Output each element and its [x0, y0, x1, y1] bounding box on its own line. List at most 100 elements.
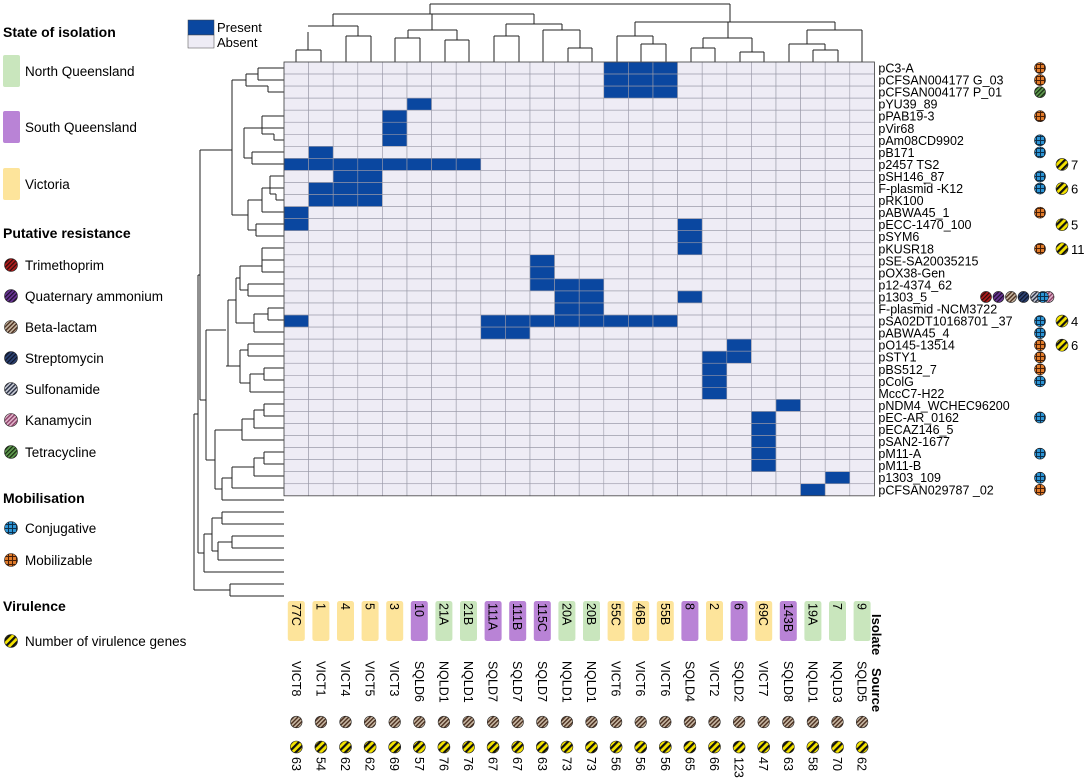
heatmap-cell-pecc-1470-100-20b [578, 218, 605, 231]
heatmap-cell-psym6-111b [505, 230, 531, 244]
isolate-state-swatch [509, 601, 527, 641]
heatmap-cell-pecaz146-5-19a [800, 423, 826, 436]
heatmap-cell-psa02dt10168701-37-10 [406, 314, 432, 328]
heatmap-cell-pyu39-89-77c [283, 97, 309, 111]
heatmap-cell-psh146-87-8 [677, 170, 703, 183]
heatmap-cell-psh146-87-143b [775, 170, 801, 183]
heatmap-cell-pkusr18-111a [480, 242, 506, 256]
heatmap-cell-ppab19-3-55b [652, 109, 678, 123]
heatmap-cell-psa02dt10168701-37-20a [554, 314, 580, 328]
heatmap-cell-pcolg-69c [751, 374, 777, 388]
heatmap-cell-pecaz146-5-111a [480, 423, 506, 436]
heatmap-cell-pvir68-4 [332, 121, 359, 135]
heatmap-cell-psa02dt10168701-37-9 [849, 314, 875, 328]
heatmap-cell-pecaz146-5-143b [775, 423, 801, 436]
virulence-count: 69 [387, 757, 401, 771]
heatmap-cell-pabwa45-1-4 [332, 206, 359, 219]
legend-label-number-of-virulence-genes: Number of virulence genes [25, 634, 187, 649]
heatmap-cell-mccc7-h22-8 [677, 387, 703, 400]
isolate-column-55b: 55B VICT6 56 [656, 601, 674, 771]
virulence-icon [363, 740, 377, 754]
heatmap-cell-po145-13514-3 [382, 338, 408, 352]
heatmap-cell-psan2-1677-19a [800, 435, 826, 448]
heatmap-cell-pcfsan004177-g-03-8 [677, 73, 703, 87]
heatmap-cell-pse-sa20035215-55c [603, 254, 629, 268]
heatmap-cell-p12-4374-62-6 [726, 278, 752, 292]
heatmap-cell-psym6-9 [849, 230, 875, 244]
heatmap-cell-pecc-1470-100-143b [775, 218, 801, 231]
heatmap-cell-po145-13514-5 [357, 338, 383, 352]
heatmap-cell-pam08cd9902-4 [332, 134, 359, 147]
isolate-state-swatch [435, 601, 453, 641]
source-label: VICT4 [338, 661, 352, 696]
heatmap-cell-pcolg-46b [628, 374, 654, 388]
heatmap-cell-pbs512-7-5 [357, 362, 383, 376]
heatmap-cell-pbs512-7-20a [554, 362, 580, 376]
plasmid-label-pm11-b: pM11-B [878, 459, 921, 473]
heatmap-cell-psan2-1677-21b [455, 435, 482, 448]
conjugative-icon [1034, 375, 1046, 388]
heatmap-cell-psan2-1677-20a [554, 435, 580, 448]
heatmap-cell-psym6-5 [357, 230, 383, 244]
plasmid-label-p1303-109: p1303_109 [878, 471, 941, 485]
heatmap-cell-prk100-7 [824, 194, 851, 207]
heatmap-cell-ppab19-3-19a [800, 109, 826, 123]
virulence-icon [462, 740, 475, 754]
heatmap-cell-psym6-7 [824, 230, 851, 244]
heatmap-cell-pecc-1470-100-9 [849, 218, 875, 231]
heatmap-cell-pm11-b-19a [800, 459, 826, 472]
heatmap-cell-pecaz146-5-4 [332, 423, 359, 436]
heatmap-cell-pcfsan004177-p-01-10 [406, 85, 432, 99]
virulence-icon [1055, 218, 1069, 231]
heatmap-cell-pox38-gen-7 [824, 266, 851, 280]
heatmap-cell-f-plasmid-k12-115c [529, 182, 555, 195]
heatmap-cell-psty1-55c [603, 350, 629, 364]
heatmap-cell-pox38-gen-21a [431, 266, 457, 280]
source-label: SQLD2 [732, 661, 746, 702]
heatmap-cell-pbs512-7-2 [701, 362, 728, 376]
heatmap-cell-psh146-87-6 [726, 170, 752, 183]
heatmap-cell-p1303-5-111a [480, 290, 506, 304]
heatmap-cell-psan2-1677-21a [431, 435, 457, 448]
heatmap-cell-pse-sa20035215-3 [382, 254, 408, 268]
heatmap-cell-psan2-1677-5 [357, 435, 383, 448]
virulence-icon [412, 740, 426, 754]
heatmap-cell-pm11-b-69c [751, 459, 777, 472]
source-label: VICT6 [633, 661, 647, 696]
source-label: NQLD1 [461, 661, 475, 703]
quaternary-ammonium-icon [4, 289, 18, 303]
heatmap-cell-psan2-1677-3 [382, 435, 408, 448]
heatmap-cell-pm11-a-69c [751, 447, 777, 460]
heatmap-cell-pkusr18-143b [775, 242, 801, 256]
beta-lactam-icon [388, 715, 401, 729]
heatmap-cell-f-plasmid-k12-111b [505, 182, 531, 195]
heatmap-cell-mccc7-h22-3 [382, 387, 408, 400]
heatmap-cell-pb171-77c [283, 146, 309, 159]
heatmap-cell-pec-ar-0162-6 [726, 411, 752, 424]
heatmap-cell-po145-13514-2 [701, 338, 728, 352]
virulence-count: 62 [363, 757, 377, 771]
heatmap-cell-pam08cd9902-6 [726, 134, 752, 147]
heatmap-cell-psan2-1677-8 [677, 435, 703, 448]
heatmap-cell-pec-ar-0162-3 [382, 411, 408, 424]
heatmap-cell-f-plasmid-ncm3722-115c [529, 302, 555, 316]
heatmap-cell-pse-sa20035215-5 [357, 254, 383, 268]
heatmap-cell-f-plasmid-ncm3722-55c [603, 302, 629, 316]
heatmap-cell-psty1-20a [554, 350, 580, 364]
heatmap-cell-psan2-1677-2 [701, 435, 728, 448]
legend-label-conjugative: Conjugative [25, 521, 96, 536]
heatmap-cell-pabwa45-4-69c [751, 326, 777, 340]
heatmap-cell-p1303-109-10 [406, 471, 432, 485]
heatmap-cell-pm11-a-77c [283, 447, 309, 460]
heatmap-cell-pec-ar-0162-1 [308, 411, 334, 424]
heatmap-cell-pse-sa20035215-21b [455, 254, 482, 268]
plasmid-label-pabwa45-4: pABWA45_4 [878, 327, 949, 341]
heatmap-cell-pcfsan029787-02-1 [308, 483, 334, 497]
heatmap-cell-pse-sa20035215-46b [628, 254, 654, 268]
heatmap-cell-pvir68-111a [480, 121, 506, 135]
heatmap-cell-p1303-5-69c [751, 290, 777, 304]
beta-lactam-icon [314, 715, 328, 729]
virulence-count: 73 [584, 757, 598, 771]
heatmap-cell-pndm4-wchec96200-55b [652, 399, 678, 412]
heatmap-cell-pec-ar-0162-77c [283, 411, 309, 424]
